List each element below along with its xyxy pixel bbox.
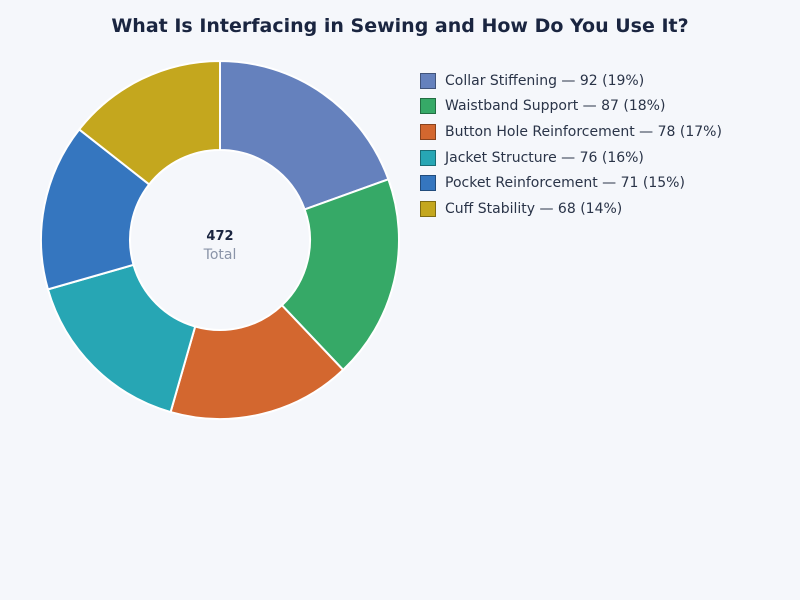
center-total-label: Total	[203, 247, 237, 263]
donut-slice-pocket-reinforcement	[40, 128, 151, 291]
legend-label: Collar Stiffening — 92 (19%)	[445, 72, 645, 89]
donut-slices	[40, 59, 400, 420]
chart-title: What Is Interfacing in Sewing and How Do…	[111, 15, 689, 37]
legend-item: Waistband Support — 87 (18%)	[420, 94, 722, 120]
legend-item: Cuff Stability — 68 (14%)	[420, 196, 722, 222]
legend-item: Jacket Structure — 76 (16%)	[420, 145, 722, 171]
legend-item: Collar Stiffening — 92 (19%)	[420, 68, 722, 94]
legend-swatch	[420, 149, 436, 166]
legend-item: Pocket Reinforcement — 71 (15%)	[420, 170, 722, 196]
legend-swatch	[420, 175, 436, 192]
donut-slice-cuff-stability	[77, 59, 221, 186]
donut-slice-button-hole-reinforcement	[169, 303, 345, 420]
legend-swatch	[420, 123, 436, 140]
donut-slice-collar-stiffening	[219, 59, 390, 211]
legend-item: Button Hole Reinforcement — 78 (17%)	[420, 119, 722, 145]
legend-label: Pocket Reinforcement — 71 (15%)	[445, 175, 685, 192]
legend-swatch	[420, 200, 436, 217]
legend-label: Cuff Stability — 68 (14%)	[445, 200, 623, 217]
donut-slice-waistband-support	[280, 177, 400, 372]
donut-slice-jacket-structure	[46, 263, 197, 414]
center-total-value: 472	[206, 229, 233, 244]
legend-label: Button Hole Reinforcement — 78 (17%)	[445, 123, 722, 140]
legend-swatch	[420, 98, 436, 115]
legend-label: Jacket Structure — 76 (16%)	[445, 149, 644, 166]
legend: Collar Stiffening — 92 (19%) Waistband S…	[420, 68, 722, 222]
legend-swatch	[420, 72, 436, 89]
legend-label: Waistband Support — 87 (18%)	[445, 98, 666, 115]
